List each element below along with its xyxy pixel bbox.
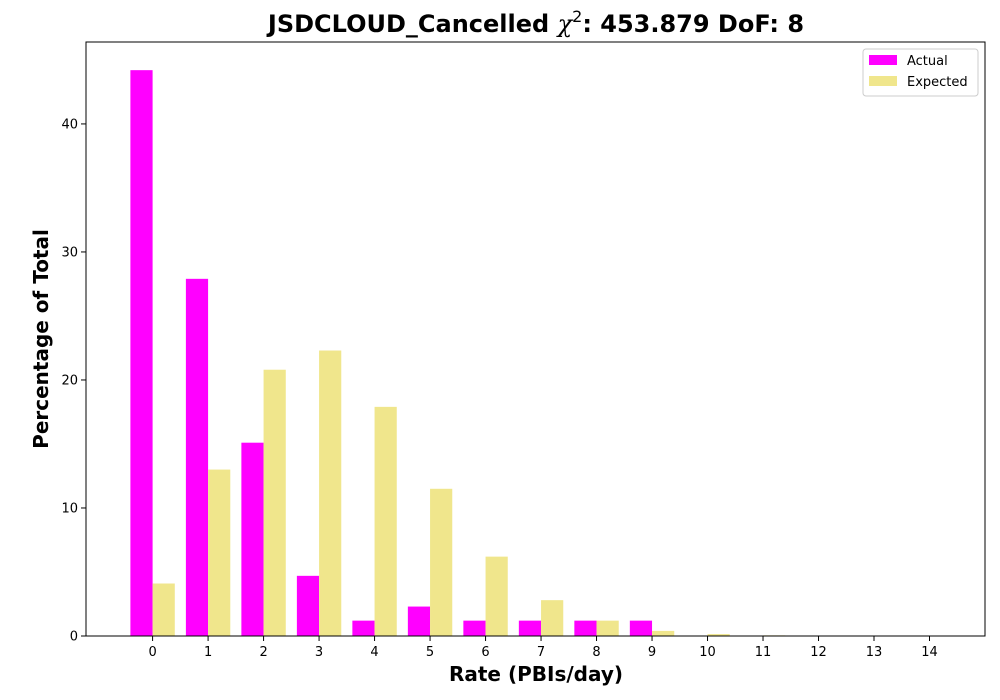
bar-expected-3: [319, 350, 342, 636]
bar-actual-0: [130, 70, 153, 636]
legend-swatch-actual: [869, 55, 897, 65]
x-tick-label: 8: [592, 645, 600, 660]
x-tick-label: 6: [481, 645, 489, 660]
chart-title-prefix: JSDCLOUD_Cancelled: [266, 10, 558, 38]
chart-title: JSDCLOUD_Cancelled χ2: 453.879 DoF: 8: [266, 7, 804, 38]
x-tick-label: 10: [699, 645, 716, 660]
bar-actual-1: [185, 278, 209, 636]
legend-label-expected: Expected: [907, 75, 968, 90]
bar-expected-0: [152, 583, 175, 636]
x-tick-label: 9: [648, 645, 656, 660]
x-tick-label: 5: [426, 645, 434, 660]
x-tick-label: 3: [315, 645, 323, 660]
bars-layer: [130, 70, 841, 636]
x-tick-label: 4: [370, 645, 378, 660]
plot-frame: [85, 41, 986, 637]
bar-actual-6: [463, 620, 486, 636]
x-tick-label: 14: [921, 645, 938, 660]
bar-expected-2: [263, 369, 286, 636]
bar-expected-5: [430, 488, 453, 636]
bar-actual-7: [518, 620, 542, 636]
bar-actual-3: [296, 575, 320, 636]
bar-expected-4: [374, 406, 397, 636]
bar-expected-9: [652, 630, 675, 636]
chart-title-superscript: 2: [572, 7, 582, 26]
x-tick-label: 7: [537, 645, 545, 660]
legend: Actual Expected: [862, 48, 979, 97]
chart-title-suffix: : 453.879 DoF: 8: [582, 10, 804, 38]
x-tick-label: 2: [259, 645, 267, 660]
y-tick-label: 0: [70, 630, 78, 645]
bar-expected-1: [208, 469, 231, 636]
chart-title-symbol: χ: [556, 10, 574, 38]
y-axis-ticks: 0 10 20 30 40: [61, 117, 86, 645]
x-axis-ticks: 0 1 2 3 4 5 6 7 8 9 10 11 12 13 14: [148, 636, 938, 660]
x-tick-label: 11: [755, 645, 772, 660]
bar-actual-8: [574, 620, 597, 636]
x-tick-label: 12: [810, 645, 827, 660]
y-axis-title: Percentage of Total: [29, 229, 53, 449]
x-axis-title: Rate (PBIs/day): [449, 662, 623, 686]
bar-actual-5: [407, 606, 431, 636]
y-tick-label: 20: [61, 373, 78, 388]
bar-expected-7: [541, 600, 564, 636]
y-tick-label: 40: [61, 117, 78, 132]
bar-actual-2: [241, 442, 264, 636]
bar-actual-4: [352, 620, 375, 636]
x-tick-label: 1: [204, 645, 212, 660]
legend-label-actual: Actual: [907, 54, 948, 69]
x-tick-label: 13: [866, 645, 883, 660]
y-tick-label: 30: [61, 245, 78, 260]
bar-actual-9: [629, 620, 653, 636]
x-tick-label: 0: [148, 645, 156, 660]
y-tick-label: 10: [61, 501, 78, 516]
legend-swatch-expected: [869, 76, 897, 86]
bar-expected-10: [707, 634, 730, 636]
bar-expected-6: [485, 556, 508, 636]
bar-expected-8: [596, 620, 619, 636]
